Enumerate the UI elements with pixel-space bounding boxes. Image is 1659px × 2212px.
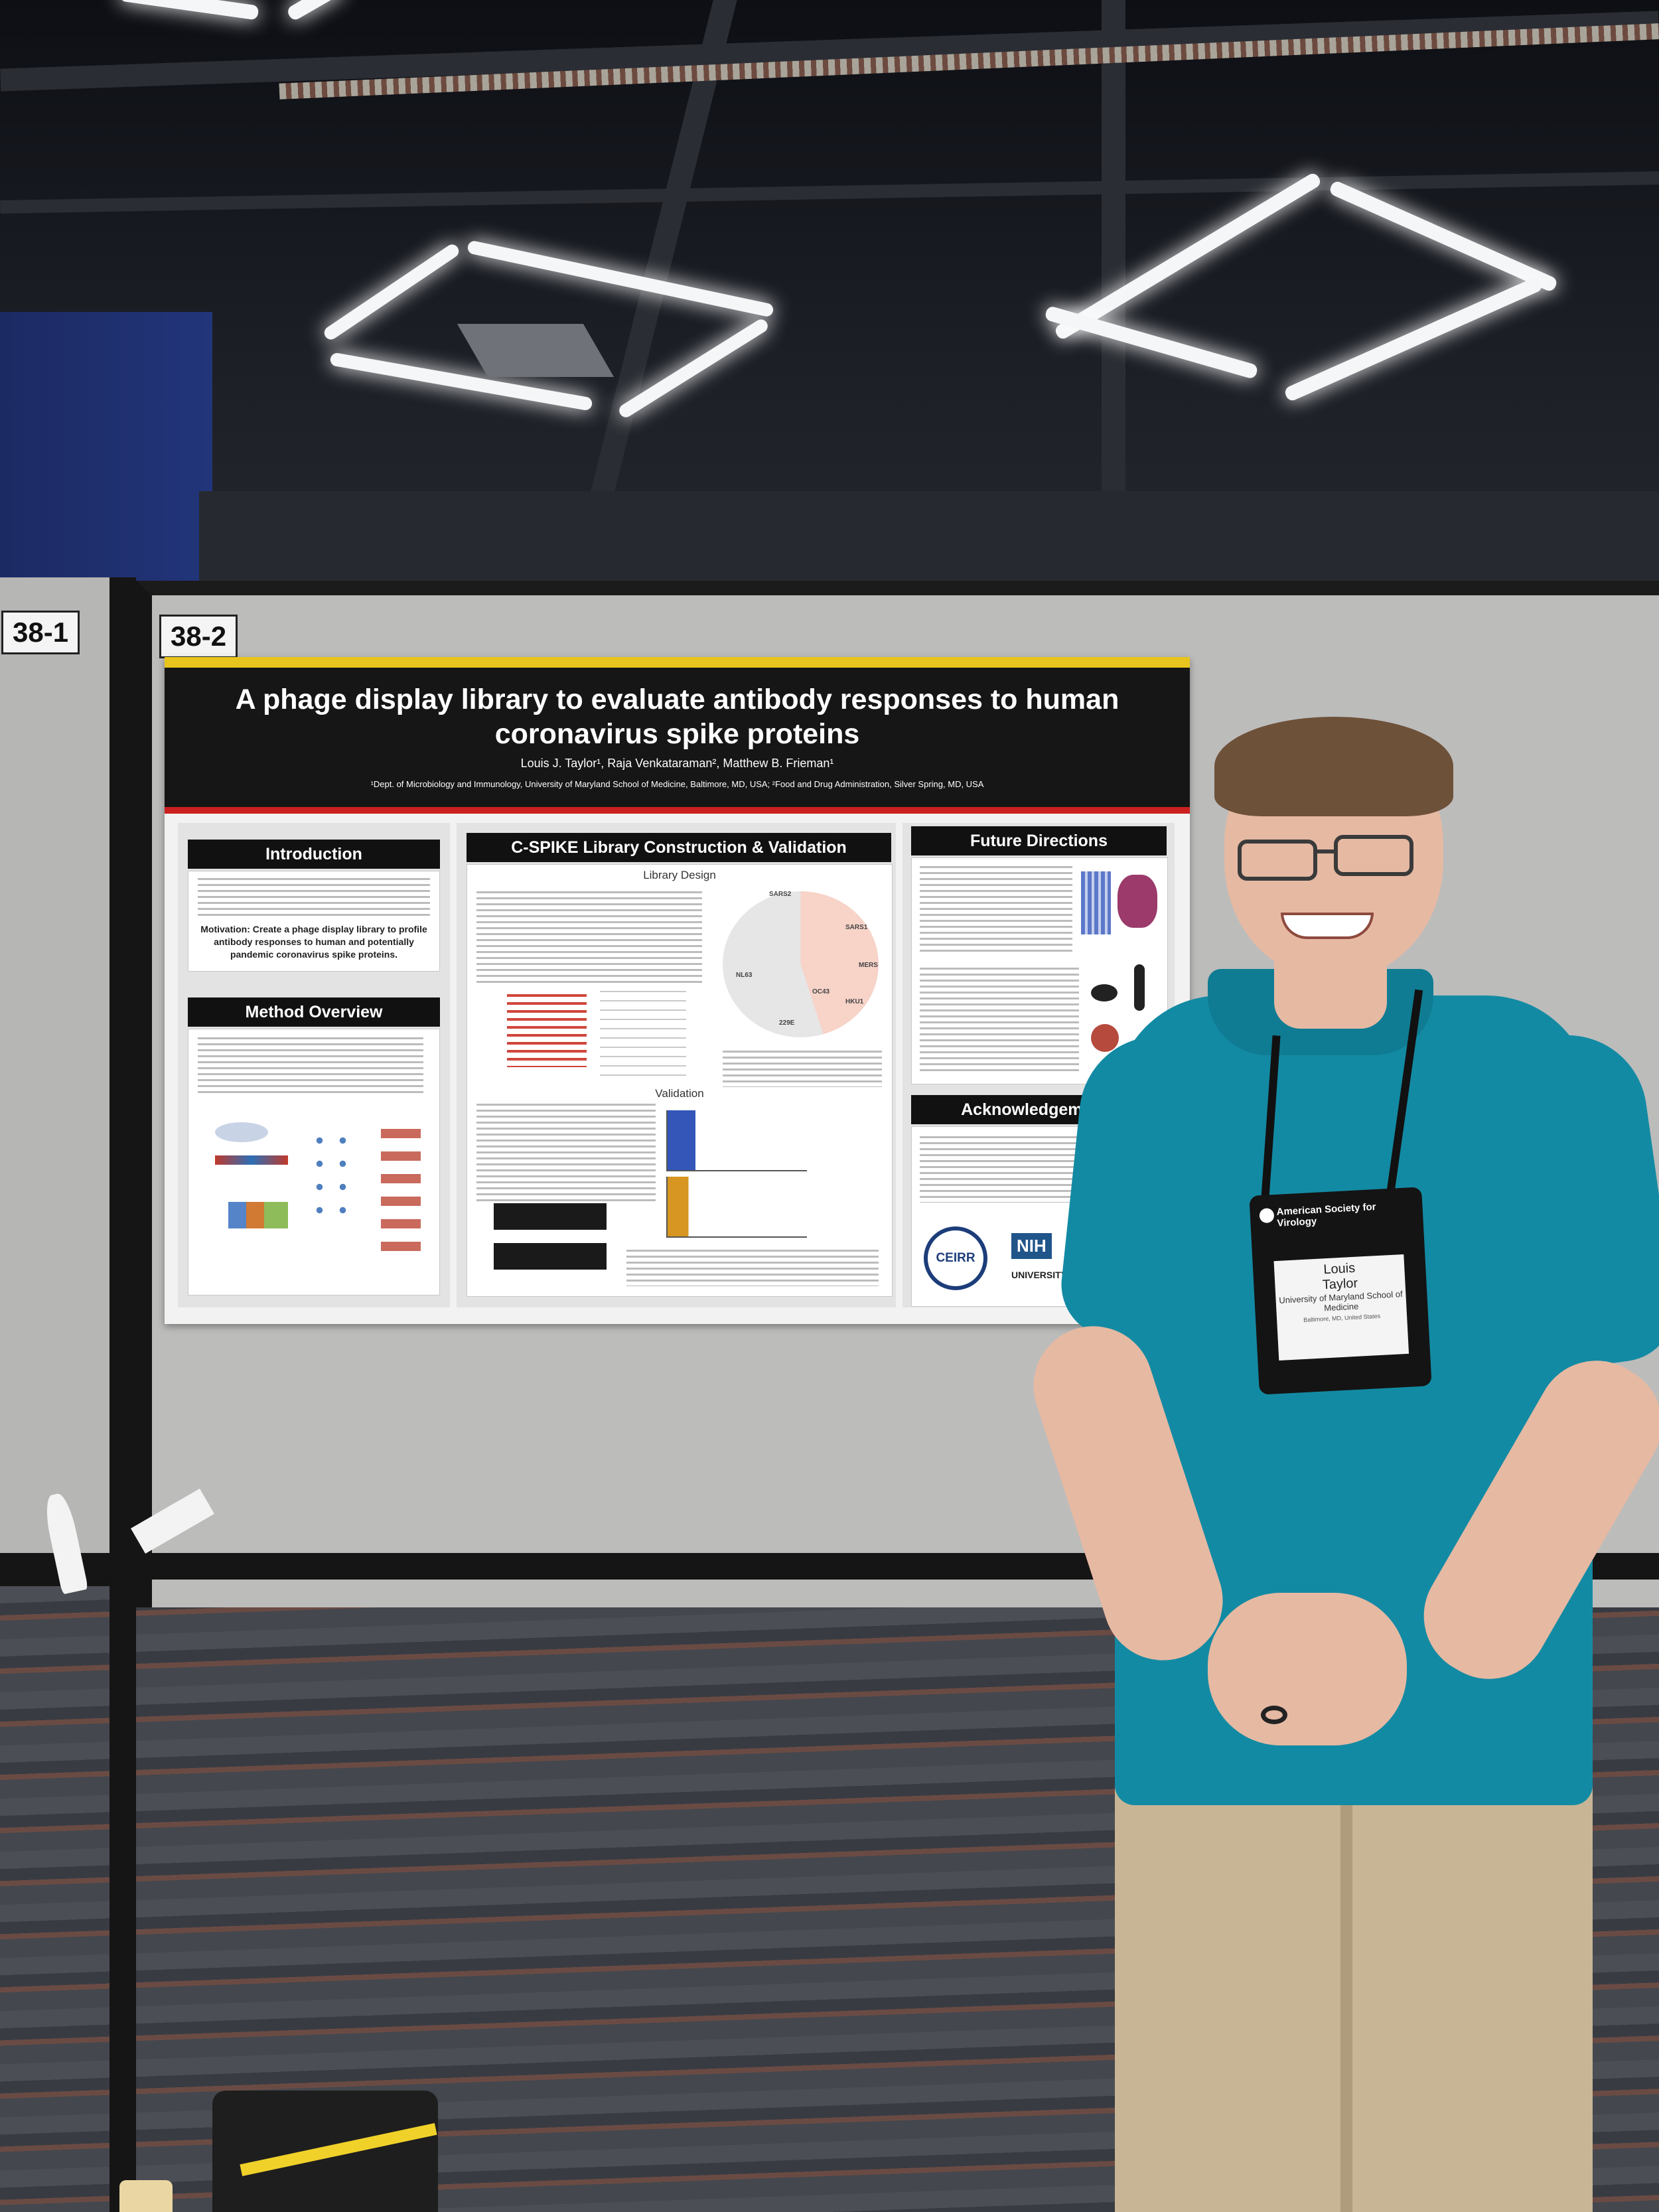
virus-label-sars1: SARS1 bbox=[845, 924, 868, 931]
gel-image bbox=[494, 1243, 607, 1270]
booth-tag-right: 38-2 bbox=[159, 615, 238, 658]
poster-title: A phage display library to evaluate anti… bbox=[191, 682, 1163, 751]
virus-label-229e: 229E bbox=[779, 1019, 795, 1027]
acknowledgements-heading: Acknowledgements bbox=[911, 1095, 1167, 1124]
introduction-text bbox=[198, 878, 430, 917]
protein-structure-illustration bbox=[1118, 875, 1157, 928]
library-table bbox=[600, 991, 686, 1077]
introduction-heading: Introduction bbox=[188, 840, 440, 869]
peptide-illustration bbox=[215, 1155, 288, 1165]
virus-label-sars2: SARS2 bbox=[769, 891, 792, 898]
human-icon bbox=[1134, 964, 1145, 1011]
peptide-diagram bbox=[507, 994, 587, 1067]
future-text bbox=[920, 866, 1072, 952]
virus-icon bbox=[1091, 1024, 1119, 1052]
poster-affiliations: ¹Dept. of Microbiology and Immunology, U… bbox=[370, 779, 984, 789]
university-logo: UNIVERSITY of BALTIMORE bbox=[1011, 1270, 1135, 1280]
back-wall bbox=[199, 491, 1659, 584]
validation-heading: Validation bbox=[655, 1087, 704, 1100]
library-design-heading: Library Design bbox=[643, 869, 716, 881]
method-text bbox=[198, 1037, 423, 1097]
cup bbox=[119, 2180, 173, 2212]
design-text bbox=[476, 891, 702, 984]
nih-logo-text: National Allergy Infecti... bbox=[1071, 1233, 1136, 1254]
board-pole bbox=[109, 577, 136, 2212]
poster-authors: Louis J. Taylor¹, Raja Venkataraman², Ma… bbox=[520, 757, 834, 770]
virus-label-hku1: HKU1 bbox=[845, 998, 864, 1005]
nih-logo: NIH bbox=[1011, 1233, 1052, 1259]
heatmap-illustration bbox=[1081, 871, 1111, 934]
histogram-blue bbox=[666, 1110, 807, 1171]
poster-title-line1: A phage display library to evaluate anti… bbox=[235, 684, 1119, 715]
booth-tag-left: 38-1 bbox=[1, 611, 80, 654]
construction-heading: C-SPIKE Library Construction & Validatio… bbox=[467, 833, 891, 862]
future-directions-box bbox=[911, 857, 1168, 1084]
phage-illustration bbox=[215, 1122, 268, 1142]
diagram-caption bbox=[723, 1051, 882, 1087]
validation-caption bbox=[626, 1250, 879, 1286]
ceiling bbox=[0, 0, 1659, 557]
gel-image bbox=[494, 1203, 607, 1230]
introduction-box: Motivation: Create a phage display libra… bbox=[188, 871, 440, 972]
virus-label-mers: MERS bbox=[859, 962, 878, 969]
virus-label-oc43: OC43 bbox=[812, 988, 830, 995]
method-overview-box bbox=[188, 1029, 440, 1295]
poster-red-line bbox=[165, 807, 1190, 814]
virus-label-nl63: NL63 bbox=[736, 972, 753, 979]
bead-illustration bbox=[308, 1129, 354, 1228]
mouse-icon bbox=[1091, 984, 1118, 1001]
method-overview-heading: Method Overview bbox=[188, 997, 440, 1027]
ceiling-beam bbox=[1102, 0, 1125, 504]
poster-title-line2: coronavirus spike proteins bbox=[494, 718, 860, 750]
research-poster: A phage display library to evaluate anti… bbox=[165, 657, 1190, 1324]
validation-text bbox=[476, 1104, 656, 1203]
poster-board-left bbox=[0, 577, 126, 1573]
histogram-orange bbox=[666, 1177, 807, 1238]
histogram-illustration bbox=[228, 1202, 288, 1228]
acknowledgements-box: CEIRR NIH National Allergy Infecti... UN… bbox=[911, 1126, 1168, 1307]
acknowledgements-text bbox=[920, 1136, 1145, 1203]
phylogeny-pie bbox=[723, 891, 879, 1037]
future-directions-heading: Future Directions bbox=[911, 826, 1167, 855]
board-base-rail bbox=[0, 1553, 1659, 1580]
construction-box: Library Design SARS2 SARS1 MERS HKU1 OC4… bbox=[467, 864, 893, 1297]
sequencing-illustration bbox=[381, 1129, 421, 1255]
future-text-2 bbox=[920, 968, 1079, 1074]
motivation-text: Motivation: Create a phage display libra… bbox=[200, 924, 427, 960]
ceirr-logo: CEIRR bbox=[924, 1226, 987, 1290]
poster-header bbox=[165, 657, 1190, 810]
